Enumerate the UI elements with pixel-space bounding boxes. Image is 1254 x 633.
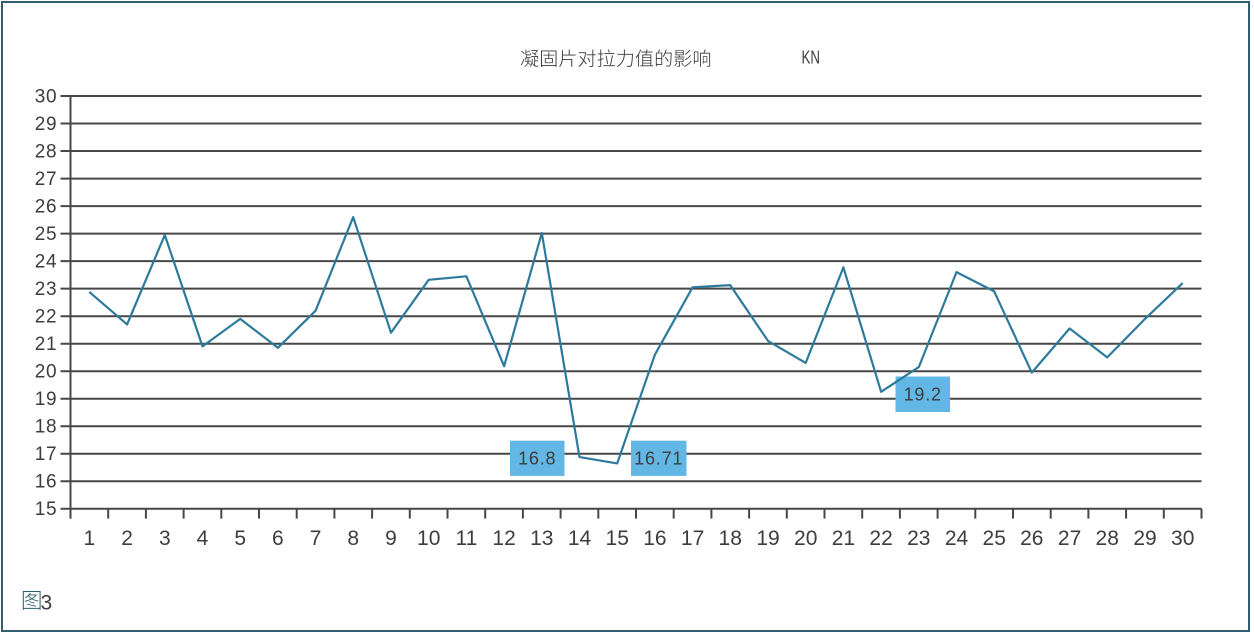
svg-text:12: 12	[492, 527, 515, 550]
svg-text:4: 4	[197, 527, 209, 550]
svg-text:15: 15	[606, 527, 629, 550]
svg-text:17: 17	[35, 444, 58, 465]
svg-text:1: 1	[83, 527, 95, 550]
svg-text:24: 24	[35, 251, 58, 272]
svg-text:24: 24	[945, 527, 969, 550]
svg-text:14: 14	[568, 527, 592, 550]
svg-text:6: 6	[272, 527, 284, 550]
svg-text:13: 13	[530, 527, 553, 550]
svg-text:KN: KN	[802, 48, 821, 68]
svg-text:19: 19	[35, 389, 58, 410]
svg-text:20: 20	[35, 362, 58, 383]
svg-text:17: 17	[681, 527, 704, 550]
svg-text:21: 21	[832, 527, 855, 550]
svg-text:3: 3	[159, 527, 171, 550]
svg-text:9: 9	[385, 527, 397, 550]
svg-text:30: 30	[1171, 527, 1194, 550]
svg-text:28: 28	[1096, 527, 1119, 550]
svg-text:16: 16	[35, 472, 58, 493]
svg-text:21: 21	[35, 334, 58, 355]
svg-text:26: 26	[35, 196, 58, 217]
svg-text:16.8: 16.8	[518, 449, 556, 469]
svg-text:28: 28	[35, 141, 58, 162]
svg-text:25: 25	[983, 527, 1006, 550]
svg-text:19.2: 19.2	[904, 385, 942, 405]
svg-text:30: 30	[35, 86, 58, 107]
svg-text:29: 29	[35, 114, 58, 135]
svg-text:11: 11	[455, 527, 477, 550]
svg-text:20: 20	[794, 527, 817, 550]
svg-text:29: 29	[1133, 527, 1156, 550]
svg-text:15: 15	[35, 499, 58, 520]
svg-text:16: 16	[643, 527, 666, 550]
svg-text:3: 3	[41, 592, 53, 615]
svg-text:22: 22	[869, 527, 892, 550]
svg-text:22: 22	[35, 307, 58, 328]
svg-text:16.71: 16.71	[634, 449, 683, 469]
svg-text:7: 7	[310, 527, 322, 550]
svg-text:25: 25	[35, 224, 58, 245]
svg-text:26: 26	[1020, 527, 1043, 550]
svg-text:23: 23	[907, 527, 930, 550]
svg-text:27: 27	[1058, 527, 1081, 550]
svg-text:5: 5	[234, 527, 246, 550]
svg-text:27: 27	[35, 169, 58, 190]
svg-text:10: 10	[417, 527, 440, 550]
svg-text:18: 18	[35, 417, 58, 438]
svg-text:18: 18	[719, 527, 742, 550]
svg-text:23: 23	[35, 279, 58, 300]
svg-text:2: 2	[121, 527, 133, 550]
svg-text:8: 8	[347, 527, 359, 550]
svg-text:19: 19	[756, 527, 779, 550]
